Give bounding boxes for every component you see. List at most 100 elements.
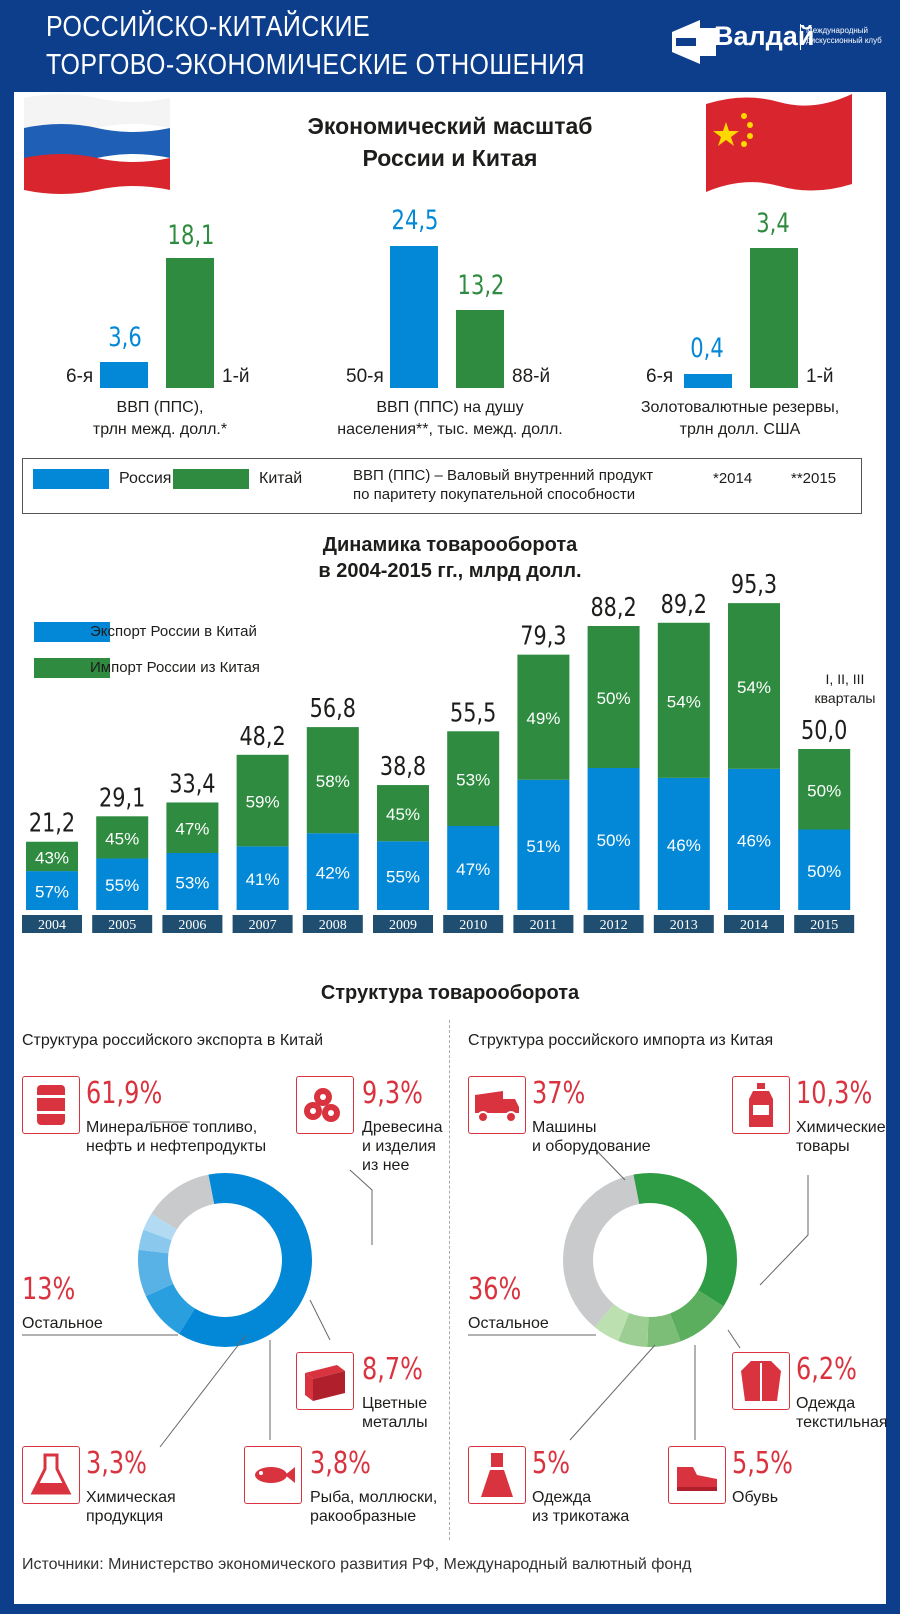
year-label-2014: 2014 — [740, 918, 768, 933]
chart-annotation-line1: I, II, III — [825, 671, 865, 687]
export-bar-2013 — [657, 777, 710, 910]
total-label-2004: 21,2 — [29, 807, 75, 838]
flask-icon — [22, 1446, 80, 1504]
year-tab-2006 — [162, 915, 223, 933]
gdppc-russia-rank: 50-я — [346, 366, 384, 387]
year-tab-2007 — [232, 915, 293, 933]
logo-sub-line2: дискуссионный клуб — [806, 36, 882, 45]
import-item-4-pct: 5,5% — [732, 1446, 793, 1481]
logo-sub-line1: Международный — [806, 26, 869, 35]
structure-divider — [449, 1020, 450, 1540]
page-title-line2: ТОРГОВО-ЭКОНОМИЧЕСКИЕ ОТНОШЕНИЯ — [46, 49, 585, 81]
gdp-russia-bar — [100, 362, 148, 388]
gdppc-china-rank: 88-й — [512, 366, 551, 387]
total-label-2013: 89,2 — [661, 588, 707, 619]
year-label-2009: 2009 — [389, 918, 417, 933]
import-pct-label-2014: 54% — [737, 678, 771, 697]
gdp-caption-line1: ВВП (ППС), — [116, 399, 204, 416]
year-tab-2015 — [794, 915, 855, 933]
import-structure-title: Структура российского импорта из Китая — [468, 1032, 774, 1049]
year-label-2006: 2006 — [178, 918, 206, 933]
export-item-4-label: Рыба, моллюски, ракообразные — [310, 1488, 437, 1526]
export-item-6-pct: 13% — [22, 1272, 76, 1307]
chart-legend-import-swatch — [34, 658, 110, 678]
export-bar-2010 — [447, 826, 500, 910]
export-bar-2005 — [96, 858, 149, 910]
export-item-2-line3: из нее — [362, 1157, 410, 1174]
year-tab-2012 — [583, 915, 644, 933]
import-item-3-line2: текстильная — [796, 1414, 888, 1431]
trade-title-line1: Динамика товарооборота — [322, 534, 578, 556]
import-item-3-line1: Одежда — [796, 1395, 856, 1412]
export-donut — [138, 1173, 312, 1347]
total-label-2005: 29,1 — [99, 782, 145, 813]
import-item-2-line2: товары — [796, 1138, 850, 1155]
import-pct-label-2011: 49% — [526, 709, 560, 728]
import-item-6-pct: 36% — [468, 1272, 522, 1307]
export-pct-label-2004: 57% — [35, 883, 69, 902]
legend-note-line2: по паритету покупательной способности — [353, 486, 636, 503]
total-label-2015: 50,0 — [801, 715, 847, 746]
export-donut-segment-6 — [138, 1173, 312, 1347]
legend-russia-swatch — [33, 469, 109, 489]
logo-subtitle: Международный дискуссионный клуб — [806, 26, 882, 46]
export-pct-label-2010: 47% — [456, 860, 490, 879]
import-bar-2009 — [377, 785, 429, 842]
export-item-4-line1: Рыба, моллюски, — [310, 1489, 438, 1506]
export-pct-label-2015: 50% — [807, 862, 841, 881]
import-pct-label-2013: 54% — [667, 692, 701, 711]
year-tab-2011 — [513, 915, 574, 933]
legend-russia-label: Россия — [119, 470, 172, 487]
export-structure-title: Структура российского экспорта в Китай — [22, 1032, 324, 1049]
reserves-caption: Золотовалютные резервы, трлн долл. США — [620, 397, 860, 441]
export-item-3-line1: Цветные — [362, 1395, 428, 1412]
export-pct-label-2011: 51% — [526, 837, 560, 856]
gdp-caption-line2: трлн межд. долл.* — [92, 421, 228, 438]
import-item-2-pct: 10,3% — [796, 1076, 873, 1111]
export-pct-label-2012: 50% — [597, 831, 631, 850]
import-item-1-line2: и оборудование — [532, 1138, 651, 1155]
import-item-2-label: Химические товары — [796, 1118, 886, 1156]
import-item-6-label: Остальное — [468, 1315, 549, 1332]
gdp-china-value: 18,1 — [167, 220, 215, 251]
scale-legend: Россия Китай ВВП (ППС) – Валовый внутрен… — [22, 458, 862, 514]
export-item-3-label: Цветные металлы — [362, 1394, 428, 1432]
trade-chart-title: Динамика товарооборота в 2004-2015 гг., … — [240, 532, 660, 584]
gdppc-china-value: 13,2 — [457, 270, 505, 301]
export-bar-2009 — [377, 841, 429, 910]
gdp-china-bar — [166, 258, 214, 388]
import-pct-label-2010: 53% — [456, 771, 490, 790]
import-pct-label-2008: 58% — [316, 772, 350, 791]
structure-donuts — [22, 1121, 809, 1448]
import-item-1-pct: 37% — [532, 1076, 586, 1111]
reserves-china-value: 3,4 — [756, 208, 790, 239]
logo-word: Валдай — [714, 21, 815, 51]
export-item-3-line2: металлы — [362, 1414, 428, 1431]
import-pct-label-2015: 50% — [807, 781, 841, 800]
export-pct-label-2006: 53% — [175, 873, 209, 892]
gdp-caption: ВВП (ППС), трлн межд. долл.* — [60, 397, 260, 441]
export-item-5-label: Химическая продукция — [86, 1488, 176, 1526]
import-item-2-line1: Химические — [796, 1119, 886, 1136]
export-pct-label-2008: 42% — [316, 864, 350, 883]
gdppc-caption-line2: населения**, тыс. межд. долл. — [337, 421, 563, 438]
import-donut — [563, 1173, 737, 1347]
export-bar-2011 — [517, 779, 570, 910]
export-bar-2012 — [587, 767, 640, 910]
gdppc-caption-line1: ВВП (ППС) на душу — [376, 399, 524, 416]
trade-bar-chart: 57% 43% 21,2 2004 55% 45% 29,1 2005 53% 47% 33,4 20… — [22, 569, 855, 933]
reserves-russia-rank: 6-я — [646, 366, 674, 387]
export-donut-segment-3 — [138, 1173, 312, 1347]
total-label-2009: 38,8 — [380, 751, 426, 782]
export-item-3-pct: 8,7% — [362, 1352, 423, 1387]
year-label-2015: 2015 — [810, 918, 838, 933]
reserves-caption-line1: Золотовалютные резервы, — [640, 399, 840, 416]
import-pct-label-2012: 50% — [597, 689, 631, 708]
import-item-3-label: Одежда текстильная — [796, 1394, 888, 1432]
total-label-2012: 88,2 — [590, 592, 636, 623]
import-bar-2005 — [96, 816, 149, 859]
gdp-china-rank: 1-й — [222, 366, 250, 387]
import-item-5-label: Одежда из трикотажа — [532, 1488, 629, 1526]
truck-icon — [468, 1076, 526, 1134]
total-label-2011: 79,3 — [520, 620, 566, 651]
